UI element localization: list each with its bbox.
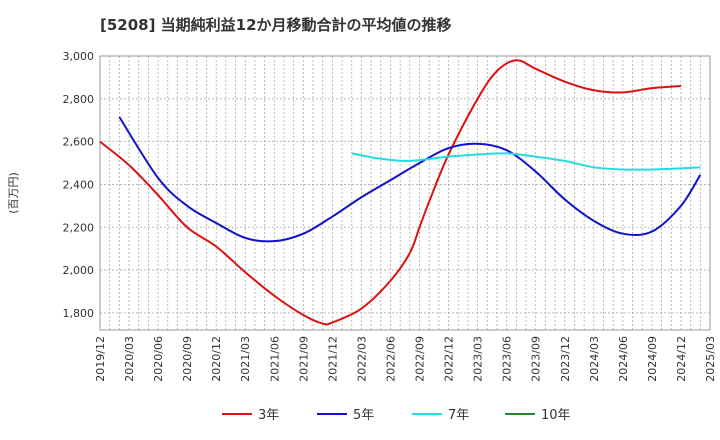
x-tick-label: 2020/09 (181, 336, 194, 382)
y-tick-label: 2,800 (63, 93, 95, 106)
legend-label: 7年 (448, 408, 469, 423)
series-line-7年 (351, 152, 701, 171)
y-tick-label: 2,000 (63, 264, 95, 277)
chart-title: [5208] 当期純利益12か月移動合計の平均値の推移 (100, 16, 452, 34)
grid (99, 55, 711, 330)
y-axis-label: (百万円) (7, 172, 20, 214)
y-tick-label: 2,200 (63, 221, 95, 234)
x-tick-label: 2021/03 (239, 336, 252, 382)
x-tick-label: 2023/06 (501, 336, 514, 382)
x-tick-label: 2021/06 (268, 336, 281, 382)
x-tick-label: 2023/09 (530, 336, 543, 382)
x-tick-label: 2023/12 (559, 336, 572, 382)
y-tick-label: 2,400 (63, 178, 95, 191)
x-tick-label: 2021/12 (326, 336, 339, 382)
series-lines (99, 59, 702, 326)
x-tick-label: 2022/12 (443, 336, 456, 382)
x-tick-label: 2022/03 (355, 336, 368, 382)
x-tick-label: 2021/09 (297, 336, 310, 382)
x-tick-label: 2020/12 (210, 336, 223, 382)
x-tick-label: 2024/03 (588, 336, 601, 382)
x-tick-label: 2020/03 (123, 336, 136, 382)
x-tick-label: 2022/09 (414, 336, 427, 382)
legend-label: 10年 (541, 408, 571, 423)
plot-area-frame (99, 55, 711, 331)
x-axis: 2019/12 2020/03 2020/06 2020/09 2020/12 2021/… (94, 336, 717, 382)
legend: 3年 5年 7年 10年 (222, 408, 571, 423)
x-tick-label: 2023/03 (472, 336, 485, 382)
legend-label: 5年 (353, 408, 374, 423)
x-tick-label: 2025/03 (704, 336, 717, 382)
y-tick-label: 3,000 (63, 50, 95, 63)
series-line-3年 (99, 59, 682, 326)
x-tick-label: 2024/06 (617, 336, 630, 382)
x-tick-label: 2024/09 (646, 336, 659, 382)
legend-label: 3年 (258, 408, 279, 423)
y-tick-label: 1,800 (63, 307, 95, 320)
x-tick-label: 2024/12 (675, 336, 688, 382)
x-tick-label: 2022/06 (384, 336, 397, 382)
x-tick-label: 2019/12 (94, 336, 107, 382)
x-tick-label: 2020/06 (152, 336, 165, 382)
y-axis: 1,800 2,000 2,200 2,400 2,600 2,800 3,000 (63, 50, 95, 320)
series-line-5年 (118, 116, 702, 243)
y-tick-label: 2,600 (63, 136, 95, 149)
